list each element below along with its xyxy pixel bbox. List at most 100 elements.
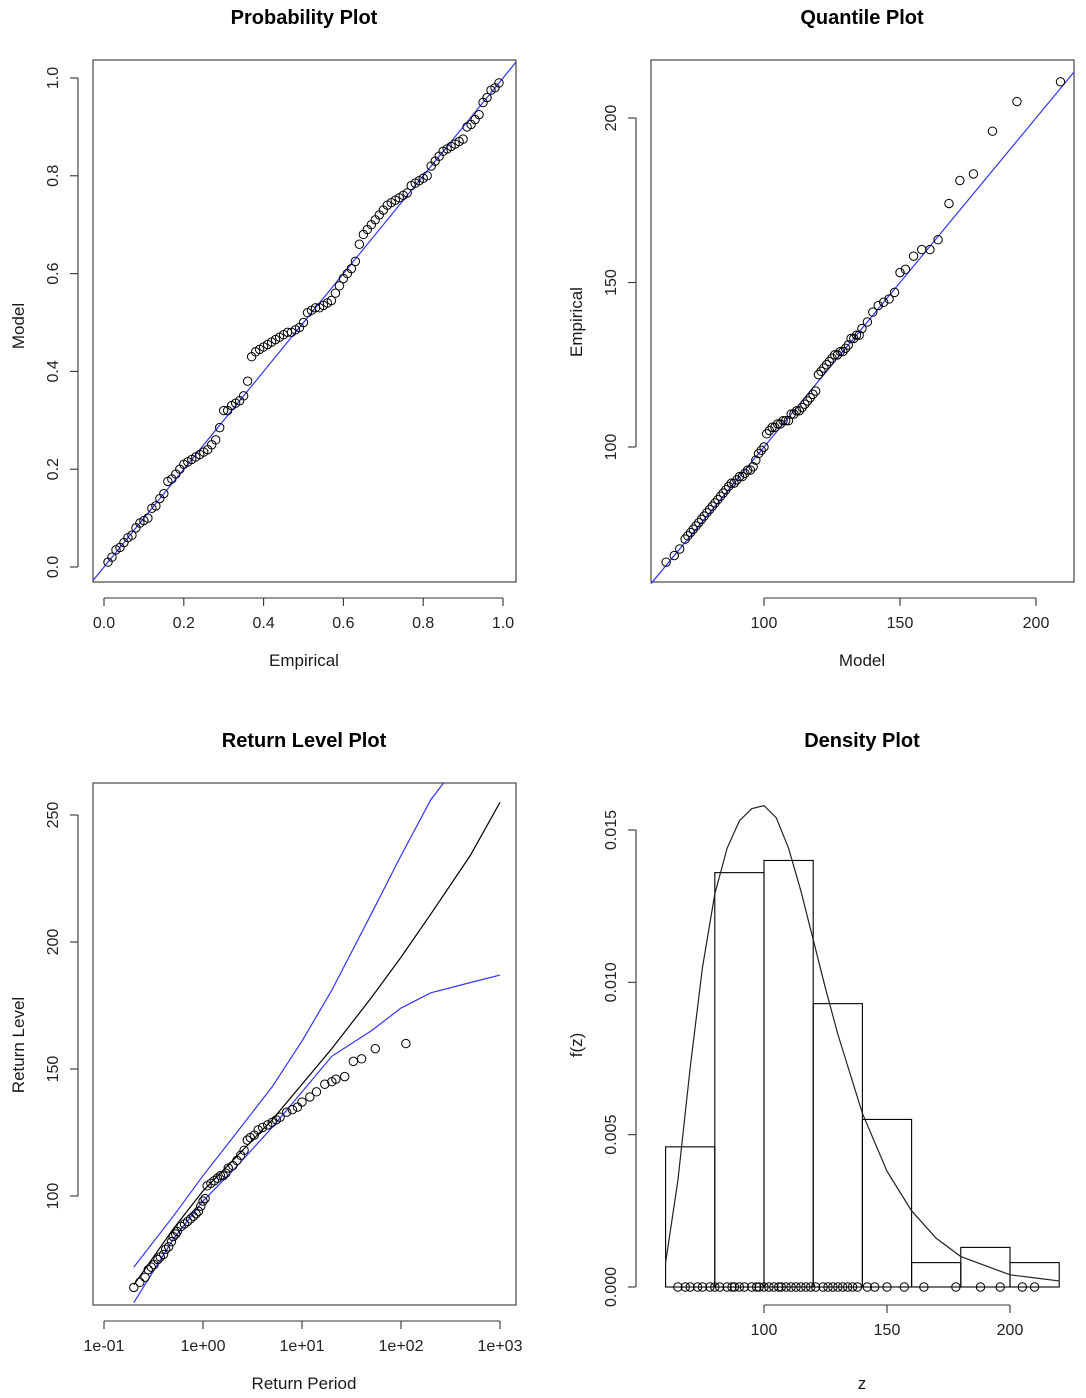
return-level-plot-upper-ci-line xyxy=(133,783,445,1268)
quantile-plot-point xyxy=(762,429,772,439)
return-level-plot-x-tick-label: 1e-01 xyxy=(84,1338,125,1355)
return-level-plot-point xyxy=(356,1054,367,1064)
quantile-plot-point xyxy=(832,350,843,360)
quantile-plot-point xyxy=(802,396,813,406)
quantile-plot-point xyxy=(878,297,889,307)
quantile-plot-point xyxy=(900,264,911,275)
quantile-plot-point xyxy=(748,462,758,472)
density-plot-rug-point xyxy=(722,1282,732,1292)
return-level-plot-point xyxy=(193,1206,204,1216)
quantile-plot-point xyxy=(740,468,750,479)
quantile-plot-point xyxy=(917,244,927,255)
probability-plot-point xyxy=(402,188,412,198)
density-plot-rug-point xyxy=(951,1282,961,1292)
density-plot-rug-point xyxy=(838,1282,848,1292)
return-level-plot-point xyxy=(158,1249,169,1260)
quantile-plot-point xyxy=(805,392,815,403)
density-plot-rug-point xyxy=(818,1282,828,1292)
return-level-plot-point xyxy=(176,1221,186,1232)
density-plot-histogram-bar xyxy=(714,872,765,1288)
quantile-plot-point xyxy=(813,369,824,380)
quantile-plot-x-tick-label: 150 xyxy=(887,615,914,632)
quantile-plot-point xyxy=(819,363,829,373)
quantile-plot-point xyxy=(710,498,720,508)
return-level-plot-x-tick-label: 1e+03 xyxy=(478,1338,523,1355)
quantile-plot-point xyxy=(838,346,848,357)
density-plot-rug-point xyxy=(823,1282,833,1292)
quantile-plot-point xyxy=(786,409,796,419)
return-level-plot-point xyxy=(198,1196,208,1206)
return-level-plot-point xyxy=(235,1150,246,1161)
probability-plot-point xyxy=(298,317,309,328)
density-plot-rug-point xyxy=(975,1282,986,1292)
return-level-plot-point xyxy=(239,1145,249,1155)
density-plot-rug-point xyxy=(882,1282,892,1292)
return-level-plot-ylabel: Return Level xyxy=(9,997,28,1093)
probability-plot-y-tick-label: 0.4 xyxy=(45,360,62,382)
probability-plot-y-tick-label: 1.0 xyxy=(45,67,62,89)
quantile-plot-point xyxy=(742,465,753,475)
quantile-plot-point xyxy=(778,415,788,426)
density-plot-x-tick-label: 200 xyxy=(997,1322,1024,1339)
density-plot-rug-point xyxy=(919,1282,929,1292)
return-level-plot-point xyxy=(179,1219,190,1229)
quantile-plot-point xyxy=(868,307,878,317)
quantile-plot-point xyxy=(794,406,805,416)
probability-plot-x-tick-label: 0.4 xyxy=(252,615,274,632)
quantile-plot-area xyxy=(650,71,1075,585)
density-plot-rug-point xyxy=(791,1282,801,1292)
quantile-plot-panel: Quantile Plot Model Empirical 100 150 200 … xyxy=(567,7,1075,670)
probability-plot-y-axis: 0.0 0.2 0.4 0.6 0.8 1.0 xyxy=(45,67,79,578)
density-plot-y-tick-label: 0.010 xyxy=(603,962,620,1002)
quantile-plot-point xyxy=(987,126,998,136)
return-level-plot-point xyxy=(135,1277,145,1288)
quantile-plot-point xyxy=(843,340,854,350)
probability-plot-point xyxy=(326,295,337,306)
return-level-plot-point xyxy=(262,1120,273,1130)
return-level-plot-point xyxy=(171,1229,181,1239)
probability-plot-x-tick-label: 0.2 xyxy=(173,615,195,632)
quantile-plot-point xyxy=(734,471,745,482)
return-level-plot-point xyxy=(209,1176,219,1186)
quantile-plot-point xyxy=(694,517,704,528)
quantile-plot-point xyxy=(723,481,734,492)
quantile-plot-point xyxy=(840,343,851,353)
return-level-plot-area xyxy=(129,783,501,1303)
quantile-plot-point xyxy=(816,366,826,377)
return-level-plot-point xyxy=(223,1163,233,1173)
density-plot-rug-point xyxy=(852,1282,863,1292)
return-level-plot-x-tick-label: 1e+02 xyxy=(379,1338,424,1355)
quantile-plot-point xyxy=(737,471,747,482)
quantile-plot-point xyxy=(669,550,679,561)
density-plot-rug-point xyxy=(774,1282,784,1292)
density-plot-y-tick-label: 0.015 xyxy=(603,810,620,850)
quantile-plot-point xyxy=(775,419,786,429)
quantile-plot-point xyxy=(857,323,867,334)
density-plot-rug-point xyxy=(697,1282,708,1292)
probability-plot-point xyxy=(219,405,229,416)
return-level-plot-point xyxy=(275,1112,285,1122)
density-plot-rug-point xyxy=(692,1282,703,1292)
density-plot-rug-point xyxy=(995,1282,1005,1292)
return-level-plot-xlabel: Return Period xyxy=(252,1374,357,1393)
quantile-plot-point xyxy=(944,198,954,209)
probability-plot-point xyxy=(422,171,432,181)
density-plot-rug-point xyxy=(781,1282,791,1292)
probability-plot-point xyxy=(354,239,365,249)
density-plot-rug-point xyxy=(842,1282,853,1292)
density-plot-rug-point xyxy=(715,1282,725,1292)
probability-plot-x-axis: 0.0 0.2 0.4 0.6 0.8 1.0 xyxy=(93,597,514,632)
probability-plot-xlabel: Empirical xyxy=(269,651,339,670)
quantile-plot-point xyxy=(685,527,696,538)
quantile-plot-point xyxy=(691,521,701,531)
quantile-plot-point xyxy=(721,485,731,495)
return-level-plot-x-axis: 1e-01 1e+00 1e+01 1e+02 1e+03 xyxy=(84,1320,523,1355)
probability-plot-point xyxy=(330,288,341,298)
quantile-plot-point xyxy=(715,491,726,502)
quantile-plot-point xyxy=(781,415,791,426)
quantile-plot-point xyxy=(789,409,799,419)
probability-plot-frame xyxy=(92,59,517,583)
quantile-plot-point xyxy=(702,508,712,518)
return-level-plot-x-tick-label: 1e+01 xyxy=(280,1338,325,1355)
